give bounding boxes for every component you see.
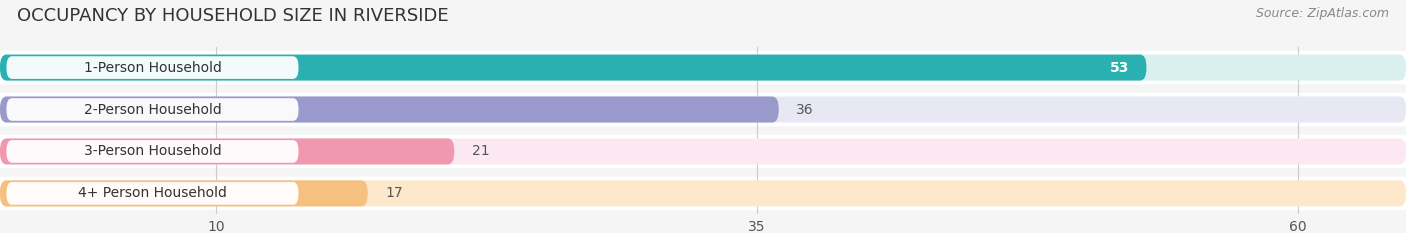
FancyBboxPatch shape — [0, 55, 1406, 81]
FancyBboxPatch shape — [7, 140, 298, 163]
Text: OCCUPANCY BY HOUSEHOLD SIZE IN RIVERSIDE: OCCUPANCY BY HOUSEHOLD SIZE IN RIVERSIDE — [17, 7, 449, 25]
FancyBboxPatch shape — [0, 177, 1406, 210]
Text: 3-Person Household: 3-Person Household — [83, 144, 221, 158]
Text: Source: ZipAtlas.com: Source: ZipAtlas.com — [1256, 7, 1389, 20]
Text: 36: 36 — [796, 103, 814, 116]
FancyBboxPatch shape — [7, 182, 298, 205]
Text: 21: 21 — [471, 144, 489, 158]
FancyBboxPatch shape — [0, 55, 1146, 81]
FancyBboxPatch shape — [0, 93, 1406, 126]
Text: 17: 17 — [385, 186, 402, 200]
FancyBboxPatch shape — [0, 138, 454, 164]
FancyBboxPatch shape — [0, 180, 368, 206]
Text: 4+ Person Household: 4+ Person Household — [79, 186, 226, 200]
FancyBboxPatch shape — [0, 135, 1406, 168]
FancyBboxPatch shape — [0, 96, 1406, 123]
Text: 1-Person Household: 1-Person Household — [83, 61, 221, 75]
FancyBboxPatch shape — [0, 138, 1406, 164]
FancyBboxPatch shape — [0, 51, 1406, 84]
FancyBboxPatch shape — [0, 96, 779, 123]
Text: 2-Person Household: 2-Person Household — [83, 103, 221, 116]
Text: 53: 53 — [1109, 61, 1129, 75]
FancyBboxPatch shape — [0, 180, 1406, 206]
FancyBboxPatch shape — [7, 98, 298, 121]
FancyBboxPatch shape — [7, 56, 298, 79]
